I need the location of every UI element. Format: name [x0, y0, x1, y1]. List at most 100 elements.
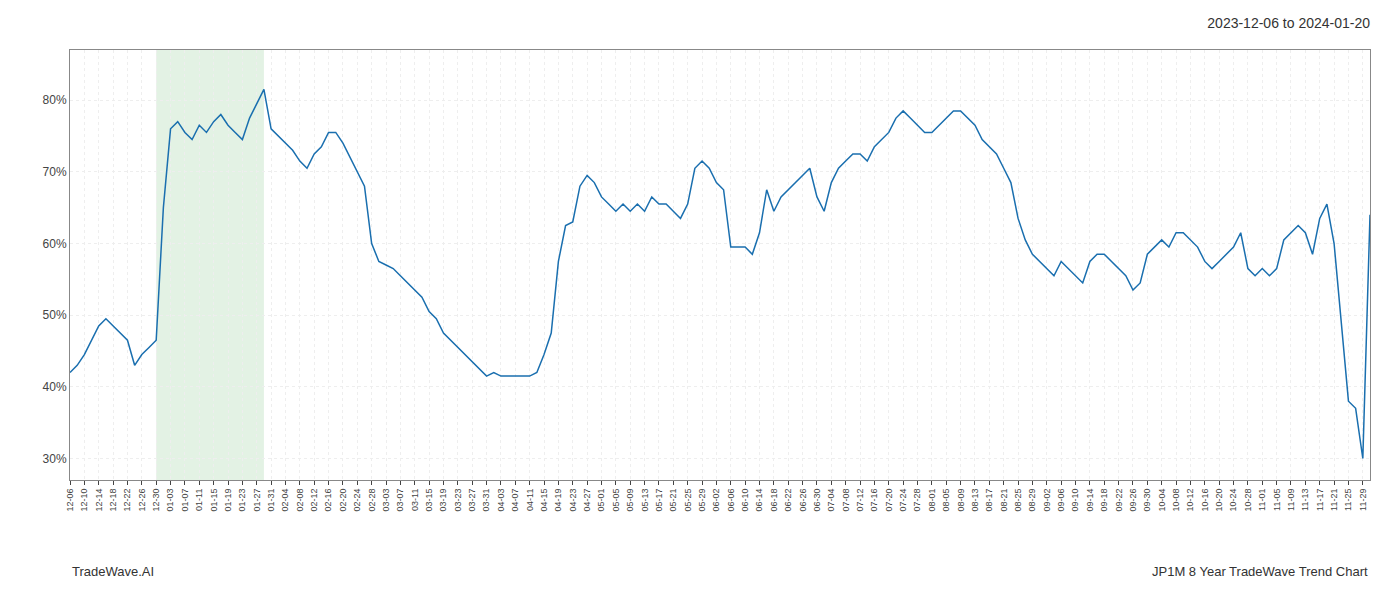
svg-text:09-30: 09-30 — [1142, 489, 1152, 512]
svg-text:01-31: 01-31 — [266, 489, 276, 512]
svg-text:08-29: 08-29 — [1027, 489, 1037, 512]
svg-text:2023-12-06 to 2024-01-20: 2023-12-06 to 2024-01-20 — [1207, 15, 1370, 31]
svg-text:07-28: 07-28 — [912, 489, 922, 512]
svg-text:05-29: 05-29 — [697, 489, 707, 512]
svg-text:08-09: 08-09 — [956, 489, 966, 512]
svg-text:60%: 60% — [43, 237, 67, 251]
svg-text:03-11: 03-11 — [410, 489, 420, 511]
svg-text:12-10: 12-10 — [79, 489, 89, 512]
svg-text:06-06: 06-06 — [726, 489, 736, 512]
svg-text:07-20: 07-20 — [884, 489, 894, 512]
svg-text:03-23: 03-23 — [453, 489, 463, 512]
svg-text:05-09: 05-09 — [625, 489, 635, 512]
svg-text:04-27: 04-27 — [582, 489, 592, 512]
svg-text:40%: 40% — [43, 380, 67, 394]
svg-text:07-16: 07-16 — [869, 489, 879, 512]
svg-text:12-06: 12-06 — [65, 489, 75, 512]
svg-text:30%: 30% — [43, 452, 67, 466]
svg-text:07-24: 07-24 — [898, 489, 908, 512]
svg-text:04-07: 04-07 — [510, 489, 520, 512]
svg-text:50%: 50% — [43, 308, 67, 322]
svg-text:09-18: 09-18 — [1099, 489, 1109, 512]
svg-text:01-11: 01-11 — [194, 489, 204, 511]
svg-text:02-20: 02-20 — [338, 489, 348, 512]
svg-text:10-08: 10-08 — [1171, 489, 1181, 512]
svg-text:01-23: 01-23 — [237, 489, 247, 512]
svg-text:11-13: 11-13 — [1300, 489, 1310, 511]
svg-text:11-17: 11-17 — [1315, 489, 1325, 511]
svg-text:04-15: 04-15 — [539, 489, 549, 512]
svg-text:09-26: 09-26 — [1128, 489, 1138, 512]
svg-text:06-10: 06-10 — [740, 489, 750, 512]
svg-text:10-28: 10-28 — [1243, 489, 1253, 512]
svg-text:06-18: 06-18 — [769, 489, 779, 512]
svg-text:01-27: 01-27 — [252, 489, 262, 512]
svg-text:01-19: 01-19 — [223, 489, 233, 512]
svg-text:03-03: 03-03 — [381, 489, 391, 512]
svg-text:03-27: 03-27 — [467, 489, 477, 512]
svg-text:08-13: 08-13 — [970, 489, 980, 512]
svg-text:02-16: 02-16 — [323, 489, 333, 512]
svg-text:06-30: 06-30 — [812, 489, 822, 512]
svg-text:09-06: 09-06 — [1056, 489, 1066, 512]
svg-text:05-17: 05-17 — [654, 489, 664, 512]
svg-text:03-19: 03-19 — [438, 489, 448, 512]
svg-text:09-02: 09-02 — [1042, 489, 1052, 512]
svg-text:05-13: 05-13 — [640, 489, 650, 512]
svg-text:09-14: 09-14 — [1085, 489, 1095, 512]
svg-text:11-09: 11-09 — [1286, 489, 1296, 511]
svg-text:09-22: 09-22 — [1114, 489, 1124, 512]
svg-text:10-20: 10-20 — [1214, 489, 1224, 512]
svg-text:04-03: 04-03 — [496, 489, 506, 512]
svg-text:02-12: 02-12 — [309, 489, 319, 512]
svg-text:11-21: 11-21 — [1329, 489, 1339, 511]
svg-text:03-15: 03-15 — [424, 489, 434, 512]
svg-text:10-04: 10-04 — [1157, 489, 1167, 512]
svg-text:06-02: 06-02 — [711, 489, 721, 512]
svg-text:08-21: 08-21 — [999, 489, 1009, 512]
svg-text:12-14: 12-14 — [94, 489, 104, 512]
svg-text:08-01: 08-01 — [927, 489, 937, 512]
svg-text:04-23: 04-23 — [568, 489, 578, 512]
svg-text:JP1M 8 Year TradeWave Trend Ch: JP1M 8 Year TradeWave Trend Chart — [1152, 564, 1368, 579]
svg-text:05-25: 05-25 — [683, 489, 693, 512]
svg-text:12-18: 12-18 — [108, 489, 118, 512]
svg-text:07-08: 07-08 — [841, 489, 851, 512]
svg-text:80%: 80% — [43, 93, 67, 107]
svg-text:12-26: 12-26 — [137, 489, 147, 512]
svg-text:12-30: 12-30 — [151, 489, 161, 512]
svg-text:07-04: 07-04 — [826, 489, 836, 512]
svg-text:08-17: 08-17 — [984, 489, 994, 512]
svg-text:03-07: 03-07 — [395, 489, 405, 512]
svg-text:10-24: 10-24 — [1228, 489, 1238, 512]
svg-text:12-22: 12-22 — [122, 489, 132, 512]
svg-text:02-24: 02-24 — [352, 489, 362, 512]
svg-text:04-19: 04-19 — [553, 489, 563, 512]
svg-text:06-26: 06-26 — [798, 489, 808, 512]
svg-text:04-11: 04-11 — [525, 489, 535, 511]
svg-text:TradeWave.AI: TradeWave.AI — [72, 564, 154, 579]
svg-text:70%: 70% — [43, 165, 67, 179]
svg-text:10-16: 10-16 — [1200, 489, 1210, 512]
svg-text:02-28: 02-28 — [367, 489, 377, 512]
svg-text:11-29: 11-29 — [1358, 489, 1368, 511]
svg-text:09-10: 09-10 — [1070, 489, 1080, 512]
svg-text:05-21: 05-21 — [668, 489, 678, 512]
svg-text:01-03: 01-03 — [165, 489, 175, 512]
svg-text:02-04: 02-04 — [280, 489, 290, 512]
svg-text:05-05: 05-05 — [611, 489, 621, 512]
svg-text:06-22: 06-22 — [783, 489, 793, 512]
svg-text:03-31: 03-31 — [481, 489, 491, 512]
svg-text:10-12: 10-12 — [1185, 489, 1195, 512]
svg-text:01-15: 01-15 — [209, 489, 219, 512]
svg-text:01-07: 01-07 — [180, 489, 190, 512]
svg-text:08-05: 08-05 — [941, 489, 951, 512]
svg-text:08-25: 08-25 — [1013, 489, 1023, 512]
svg-text:11-25: 11-25 — [1343, 489, 1353, 511]
svg-text:05-01: 05-01 — [596, 489, 606, 512]
svg-text:07-12: 07-12 — [855, 489, 865, 512]
svg-text:11-01: 11-01 — [1257, 489, 1267, 511]
svg-text:11-05: 11-05 — [1272, 489, 1282, 511]
svg-text:02-08: 02-08 — [295, 489, 305, 512]
svg-text:06-14: 06-14 — [754, 489, 764, 512]
